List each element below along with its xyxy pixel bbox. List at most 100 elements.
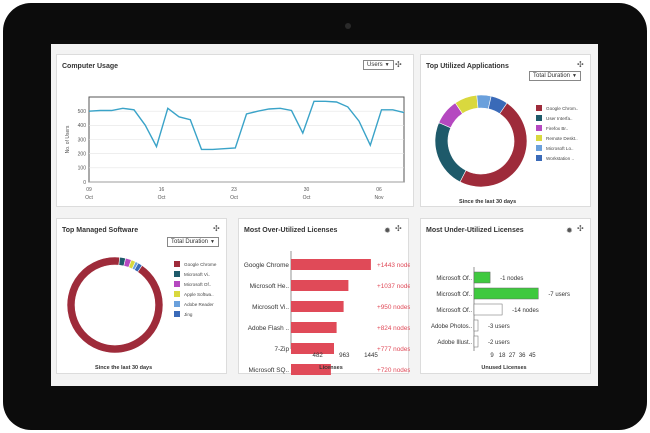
y-tick-label: 400 [78, 123, 87, 129]
legend-label: Google Chrom.. [546, 105, 579, 111]
x-tick-label: 23 [231, 187, 237, 193]
top-apps-select[interactable]: Total Duration ▼ [529, 71, 581, 81]
move-icon[interactable]: ✣ [577, 60, 584, 69]
x-tick-label: Nov [375, 195, 384, 201]
usage-series-line [88, 100, 405, 151]
legend-label: Remote Deskt.. [546, 135, 578, 141]
bar-category-label: Google Chrome [244, 262, 290, 269]
legend-item[interactable]: Adobe Reader [174, 299, 216, 309]
bar [291, 259, 371, 270]
legend-item[interactable]: Microsoft Lo.. [536, 143, 578, 153]
move-icon[interactable]: ✣ [577, 224, 584, 233]
move-icon[interactable]: ✣ [395, 224, 402, 233]
bar-data-label: -1 nodes [500, 276, 523, 282]
bar-category-label: Microsoft Of.. [436, 292, 472, 298]
legend-swatch [174, 291, 180, 297]
chart-caption: Since the last 30 days [459, 199, 517, 205]
bar [291, 301, 344, 312]
bar [291, 322, 337, 333]
bar [473, 271, 491, 284]
legend-item[interactable]: Google Chrome [174, 259, 216, 269]
legend-item[interactable]: Firefox Br.. [536, 123, 578, 133]
y-tick-label: 500 [78, 109, 87, 115]
computer-usage-panel: Computer Usage Users ▼ ✣ 0 100 200 300 400 500… [56, 54, 414, 207]
bar-data-label: +824 nodes [377, 325, 410, 332]
camera-dot [345, 23, 351, 29]
bar-data-label: -7 users [548, 292, 570, 298]
legend-swatch [536, 155, 542, 161]
top-software-donut [66, 256, 164, 354]
x-tick-label: Oct [303, 195, 311, 201]
legend-item[interactable]: Workstation .. [536, 153, 578, 163]
x-tick-label: 1445 [364, 352, 378, 359]
donut-slice [459, 102, 528, 188]
legend-item[interactable]: Remote Deskt.. [536, 133, 578, 143]
top-apps-donut [434, 94, 528, 188]
y-tick-label: 300 [78, 137, 87, 143]
legend-label: Google Chrome [184, 261, 217, 267]
computer-usage-select[interactable]: Users ▼ [363, 60, 394, 70]
legend-item[interactable]: Google Chrom.. [536, 103, 578, 113]
legend-swatch [174, 301, 180, 307]
computer-usage-chart: 0 100 200 300 400 500 No. of Users 09 Oct 16 Oct 23… [65, 96, 405, 201]
bar-category-label: Microsoft He.. [250, 283, 290, 290]
legend-swatch [536, 135, 542, 141]
legend-item[interactable]: Jing [174, 309, 216, 319]
select-value: Users [367, 62, 383, 68]
y-tick-label: 0 [83, 180, 86, 186]
x-axis-label: Unused Licenses [481, 365, 526, 371]
y-tick-label: 100 [78, 166, 87, 172]
bar-data-label: -2 users [488, 340, 510, 346]
x-tick-label: 09 [86, 187, 92, 193]
top-apps-panel: Top Utilized Applications ✣ Total Durati… [420, 54, 591, 207]
legend-swatch [536, 145, 542, 151]
bar [473, 303, 503, 316]
bar-data-label: +950 nodes [377, 304, 410, 311]
chart-caption: Since the last 30 days [95, 365, 153, 371]
bar [473, 319, 479, 332]
select-value: Total Duration [171, 239, 209, 245]
x-axis-label: Licenses [319, 365, 343, 371]
donut-slice [66, 256, 164, 354]
top-software-select[interactable]: Total Duration ▼ [167, 237, 219, 247]
legend-swatch [174, 311, 180, 317]
legend-label: Adobe Reader [184, 301, 214, 307]
bar [473, 335, 479, 348]
x-tick-label: 9 [490, 353, 494, 359]
bar [473, 287, 539, 300]
legend-label: Microsoft Lo.. [546, 145, 574, 151]
x-tick-label: 27 [509, 353, 516, 359]
legend-item[interactable]: User Interfa.. [536, 113, 578, 123]
panel-title: Top Utilized Applications [426, 63, 509, 70]
bar-data-label: -3 users [488, 324, 510, 330]
top-software-legend: Google Chrome Microsoft Vi.. Microsoft Of.… [174, 259, 216, 319]
bar-category-label: 7-Zip [274, 346, 289, 353]
gear-icon[interactable]: ✹ [384, 226, 391, 235]
bar-category-label: Microsoft Of.. [436, 276, 472, 282]
over-utilized-chart: Google Chrome +1443 nodes Microsoft He.. +1… [244, 251, 410, 375]
chevron-down-icon: ▼ [384, 62, 390, 68]
bar-category-label: Microsoft SQ.. [249, 367, 290, 374]
bar [291, 280, 349, 291]
x-tick-label: 16 [159, 187, 165, 193]
legend-swatch [174, 281, 180, 287]
legend-label: Firefox Br.. [546, 125, 569, 131]
bar-data-label: +1443 nodes [377, 262, 410, 269]
bar-data-label: +720 nodes [377, 367, 410, 374]
legend-item[interactable]: Microsoft Vi.. [174, 269, 216, 279]
legend-swatch [174, 271, 180, 277]
bar-data-label: +1037 nodes [377, 283, 410, 290]
gear-icon[interactable]: ✹ [566, 226, 573, 235]
x-tick-label: 36 [519, 353, 526, 359]
legend-item[interactable]: Apple Softwa.. [174, 289, 216, 299]
chevron-down-icon: ▼ [572, 73, 577, 79]
x-tick-label: 18 [499, 353, 506, 359]
move-icon[interactable]: ✣ [395, 60, 402, 69]
legend-swatch [174, 261, 180, 267]
donut-slice [434, 122, 467, 183]
legend-label: Workstation .. [546, 155, 574, 161]
legend-item[interactable]: Microsoft Of.. [174, 279, 216, 289]
x-tick-label: Oct [158, 195, 166, 201]
top-software-panel: Top Managed Software ✣ Total Duration ▼ G… [56, 218, 227, 374]
move-icon[interactable]: ✣ [213, 224, 220, 233]
